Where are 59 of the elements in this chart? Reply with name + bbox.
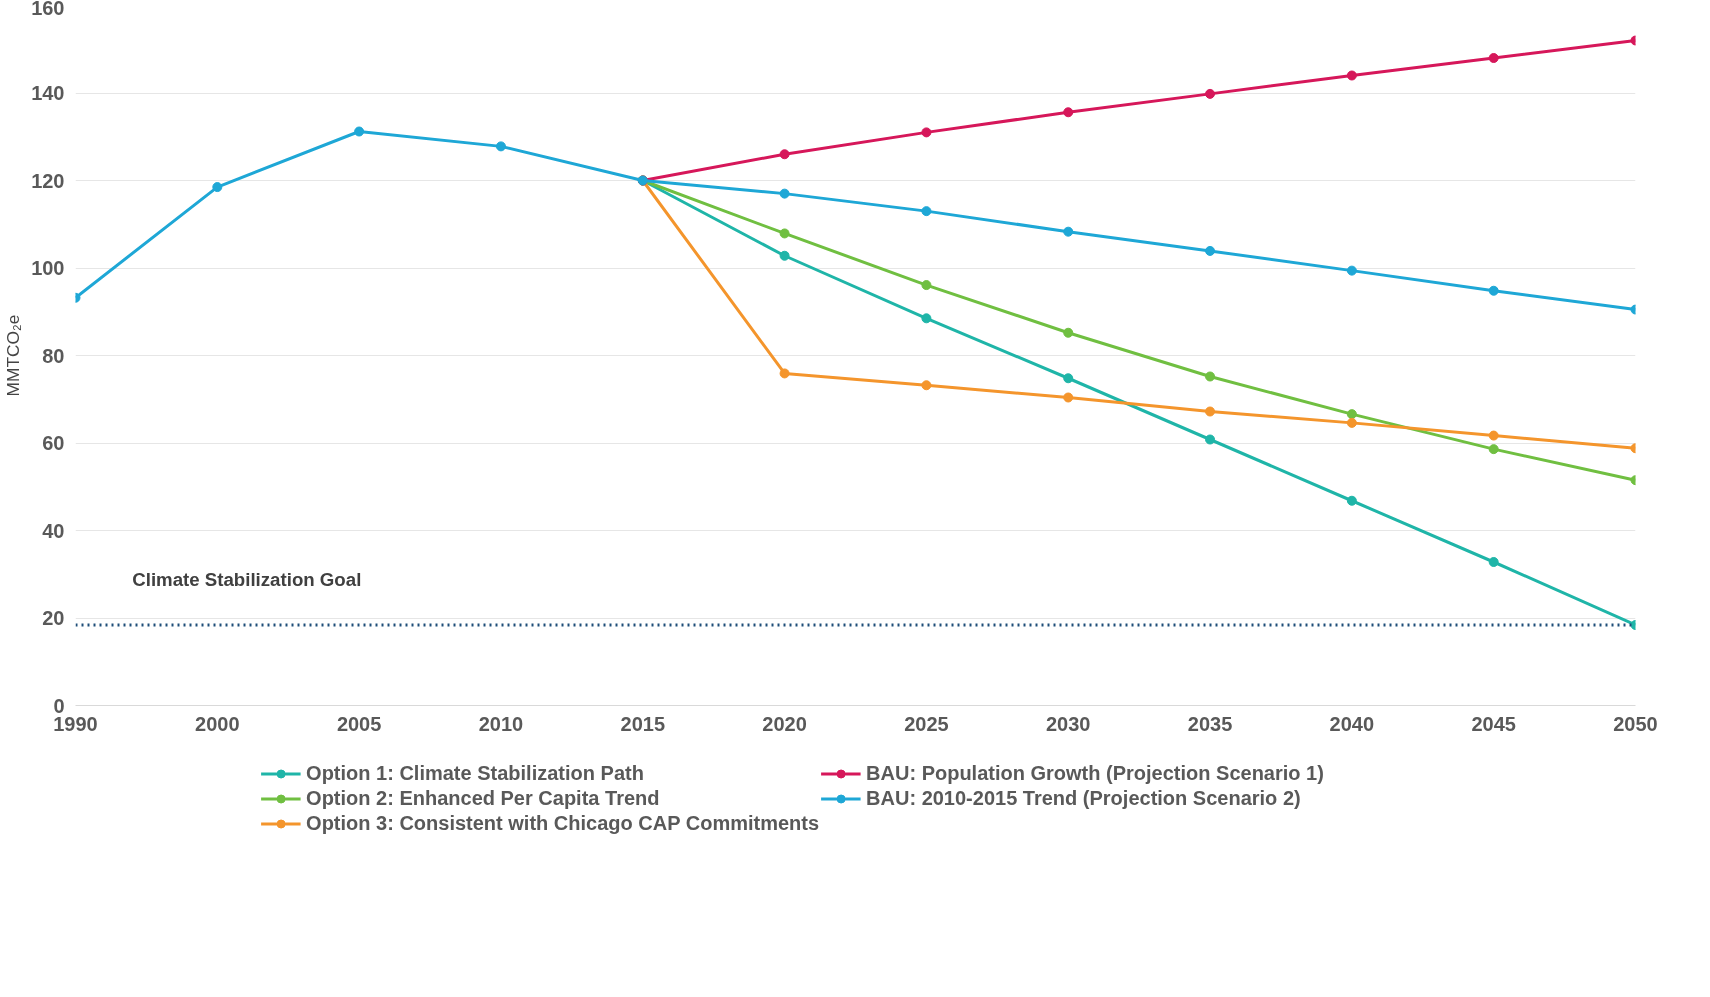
point (1063, 392, 1074, 403)
y-tick-label: 20 (42, 607, 65, 629)
x-tick-label: 2000 (195, 712, 240, 735)
ref-line-label: Climate Stabilization Goal (132, 569, 362, 590)
point (1346, 417, 1357, 428)
y-tick-label: 120 (31, 169, 65, 192)
x-tick-label: 2010 (478, 712, 524, 735)
point (1346, 70, 1357, 81)
point (1063, 226, 1074, 237)
y-tick-label: 160 (31, 0, 65, 19)
y-tick-label: 40 (42, 519, 65, 542)
point (1063, 373, 1074, 384)
point (1346, 265, 1357, 276)
point (1488, 444, 1499, 455)
point (779, 228, 790, 239)
point (1346, 409, 1357, 420)
point (1488, 430, 1499, 441)
point (495, 141, 506, 152)
point (1205, 371, 1216, 382)
y-tick-label: 100 (31, 257, 65, 279)
y-axis-title: MMTCO₂e (3, 314, 24, 397)
point (921, 127, 932, 138)
x-tick-label: 2005 (336, 712, 382, 735)
point (779, 149, 790, 160)
legend-label: Option 2: Enhanced Per Capita Trend (306, 786, 660, 810)
point (1205, 245, 1216, 256)
x-tick-label: 2035 (1187, 712, 1233, 735)
x-tick-label: 2030 (1045, 712, 1091, 735)
point (1346, 495, 1357, 506)
point (1063, 327, 1074, 338)
point (921, 380, 932, 391)
legend-label: Option 1: Climate Stabilization Path (306, 761, 644, 785)
point (354, 126, 365, 137)
point (921, 280, 932, 291)
point (779, 188, 790, 199)
point (921, 313, 932, 324)
x-tick-label: 2020 (762, 712, 807, 735)
point (1063, 107, 1074, 118)
legend-label: BAU: Population Growth (Projection Scenario 1) (866, 761, 1324, 785)
x-tick-label: 2040 (1329, 712, 1375, 735)
x-tick-label: 2015 (620, 712, 666, 735)
y-tick-label: 140 (31, 82, 65, 104)
point (1205, 434, 1216, 445)
legend-label: Option 3: Consistent with Chicago CAP Commitments (306, 811, 820, 835)
point (1205, 406, 1216, 417)
point (212, 182, 223, 193)
point (1205, 88, 1216, 99)
point (921, 206, 932, 217)
point (1488, 285, 1499, 296)
x-tick-label: 2045 (1471, 712, 1516, 735)
legend-label: BAU: 2010-2015 Trend (Projection Scenario 2) (866, 786, 1301, 810)
point (779, 368, 790, 379)
point (1488, 557, 1499, 567)
x-tick-label: 2025 (904, 712, 949, 735)
x-tick-label: 2050 (1613, 712, 1658, 735)
y-tick-label: 60 (42, 432, 65, 454)
point (1488, 53, 1499, 63)
point (779, 250, 790, 261)
y-tick-label: 80 (42, 344, 65, 367)
